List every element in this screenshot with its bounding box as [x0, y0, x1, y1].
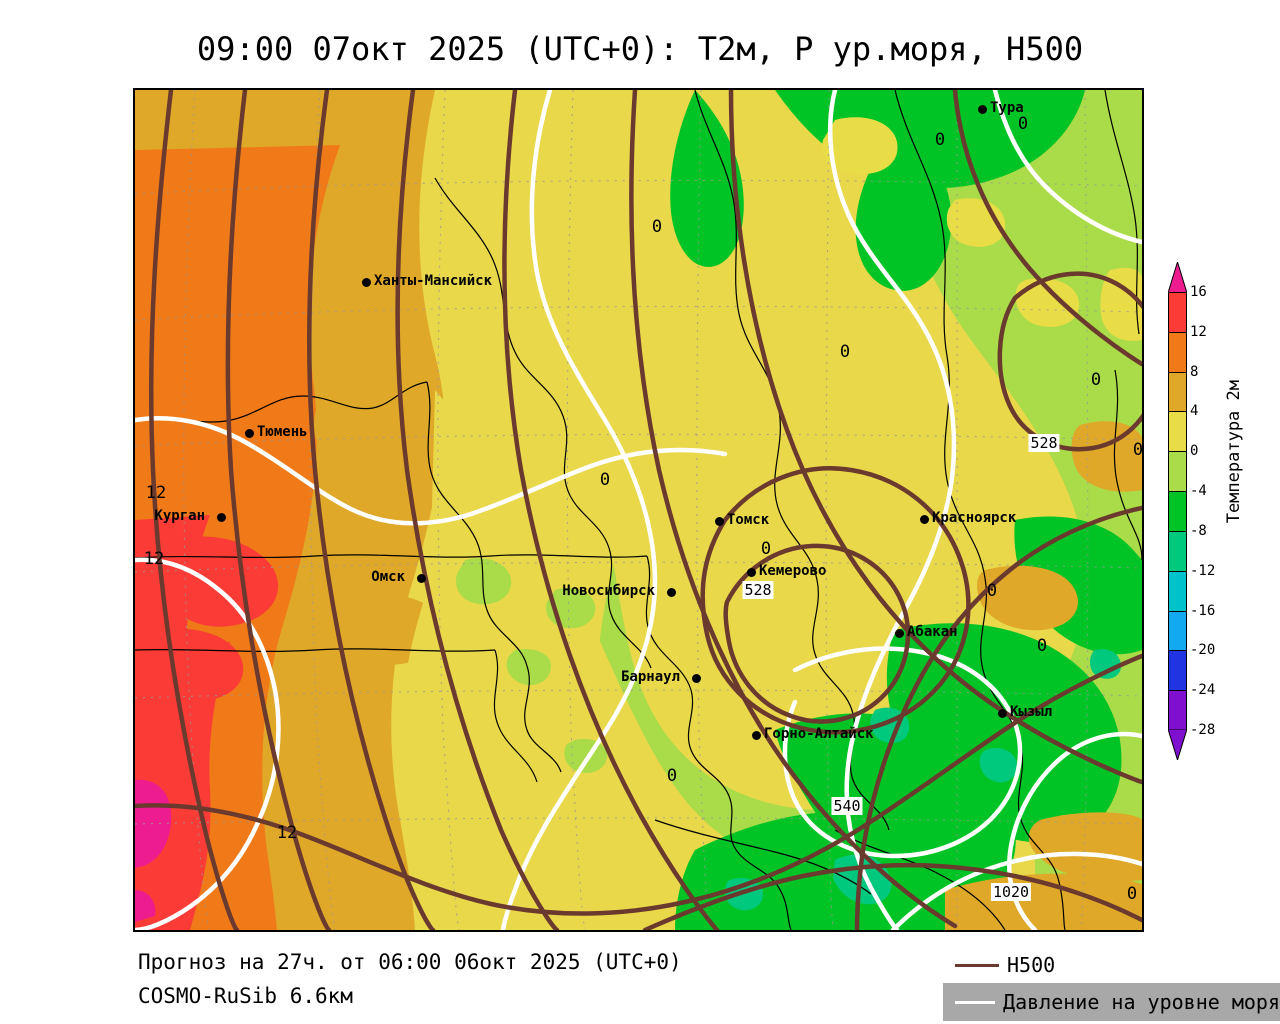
colorbar-band: [1169, 492, 1186, 532]
contour-label: 528: [742, 581, 774, 599]
contour-label: 0: [986, 581, 998, 601]
colorbar-tick-label: -16: [1190, 602, 1216, 619]
colorbar-band: [1169, 452, 1186, 493]
colorbar-tick-label: 0: [1190, 443, 1199, 460]
pressure-line-swatch: [955, 1000, 996, 1004]
city-dot: [362, 278, 371, 287]
city-dot: [747, 568, 756, 577]
city-dot: [667, 588, 676, 597]
colorbar-band: [1169, 332, 1186, 373]
city-label: Тюмень: [257, 424, 308, 440]
contour-label: 0: [1017, 114, 1029, 134]
colorbar-band: [1169, 531, 1186, 572]
legend-h500-label: H500: [1007, 953, 1056, 977]
city-label: Ханты-Мансийск: [374, 273, 493, 289]
colorbar-tick-label: 8: [1190, 363, 1199, 380]
colorbar-bands: [1168, 292, 1187, 731]
city-label: Красноярск: [932, 510, 1017, 526]
city-dot: [245, 429, 254, 438]
city-label: Омск: [371, 569, 405, 585]
colorbar-tick-label: -28: [1190, 722, 1216, 738]
colorbar-bottom-arrow: [1168, 729, 1187, 760]
contour-label: 12: [145, 483, 167, 503]
colorbar-tick-label: -12: [1190, 562, 1216, 579]
contour-label: 0: [651, 217, 663, 237]
contour-label: 0: [1090, 370, 1102, 390]
legend-h500: H500: [955, 953, 1055, 977]
page-title: 09:00 07окт 2025 (UTC+0): T2м, Р ур.моря…: [196, 30, 1084, 68]
city-label: Курган: [154, 508, 205, 524]
city-dot: [998, 709, 1007, 718]
contour-label: 0: [934, 130, 946, 150]
city-dot: [920, 515, 929, 524]
contour-label: 12: [143, 549, 165, 569]
contour-label: 0: [1036, 636, 1048, 656]
colorbar-tick-label: 12: [1190, 323, 1207, 340]
city-dot: [978, 105, 987, 114]
contour-label: 528: [1028, 434, 1060, 452]
legend-pressure-label: Давление на уровне моря: [1003, 990, 1280, 1014]
colorbar-tick-label: -4: [1190, 483, 1207, 500]
city-dot: [752, 731, 761, 740]
city-label: Новосибирск: [562, 583, 655, 599]
contour-label: 0: [1126, 884, 1138, 904]
temperature-field: [135, 90, 1142, 930]
colorbar-tick-label: 4: [1190, 403, 1199, 420]
city-label: Кызыл: [1010, 704, 1053, 720]
colorbar: 16 12 8 4 0 -4 -8 -12 -16 -20 -24 -28: [1162, 262, 1215, 760]
colorbar-band: [1169, 611, 1186, 652]
colorbar-tick-label: 16: [1190, 284, 1207, 300]
city-dot: [895, 629, 904, 638]
city-dot: [217, 513, 226, 522]
city-label: Барнаул: [620, 669, 680, 685]
city-label: Горно-Алтайск: [764, 726, 874, 742]
city-label: Абакан: [907, 624, 958, 640]
model-name-line: COSMO-RuSib 6.6км: [138, 984, 353, 1008]
contour-label: 0: [839, 342, 851, 362]
colorbar-tick-label: -24: [1190, 682, 1216, 699]
city-label: Кемерово: [759, 563, 827, 579]
contour-label: 0: [1132, 440, 1144, 460]
forecast-info-line: Прогноз на 27ч. от 06:00 06окт 2025 (UTC…: [138, 950, 682, 974]
colorbar-band: [1169, 293, 1186, 333]
colorbar-band: [1169, 651, 1186, 692]
city-label: Томск: [727, 512, 770, 528]
colorbar-axis-title: Температура 2м: [1224, 380, 1244, 524]
colorbar-top-arrow: [1168, 262, 1187, 293]
city-dot: [417, 574, 426, 583]
map-plot-area[interactable]: 0 0 0 0 0 0 0 0 0 0 0 0 0 12 12 12 528 5…: [133, 88, 1144, 932]
colorbar-band: [1169, 691, 1186, 731]
contour-label: 540: [831, 797, 863, 815]
contour-label: 0: [599, 470, 611, 490]
h500-line-swatch: [955, 963, 999, 967]
legend-sea-level-pressure: Давление на уровне моря: [943, 983, 1280, 1021]
contour-label: 0: [760, 539, 772, 559]
colorbar-band: [1169, 571, 1186, 612]
contour-label: 12: [276, 823, 298, 843]
city-dot: [715, 517, 724, 526]
colorbar-band: [1169, 372, 1186, 413]
contour-label: 1020: [990, 883, 1032, 901]
city-dot: [692, 674, 701, 683]
colorbar-band: [1169, 412, 1186, 453]
colorbar-tick-label: -20: [1190, 642, 1216, 659]
city-label: Тура: [990, 100, 1024, 116]
colorbar-tick-label: -8: [1190, 522, 1207, 539]
contour-label: 0: [666, 766, 678, 786]
